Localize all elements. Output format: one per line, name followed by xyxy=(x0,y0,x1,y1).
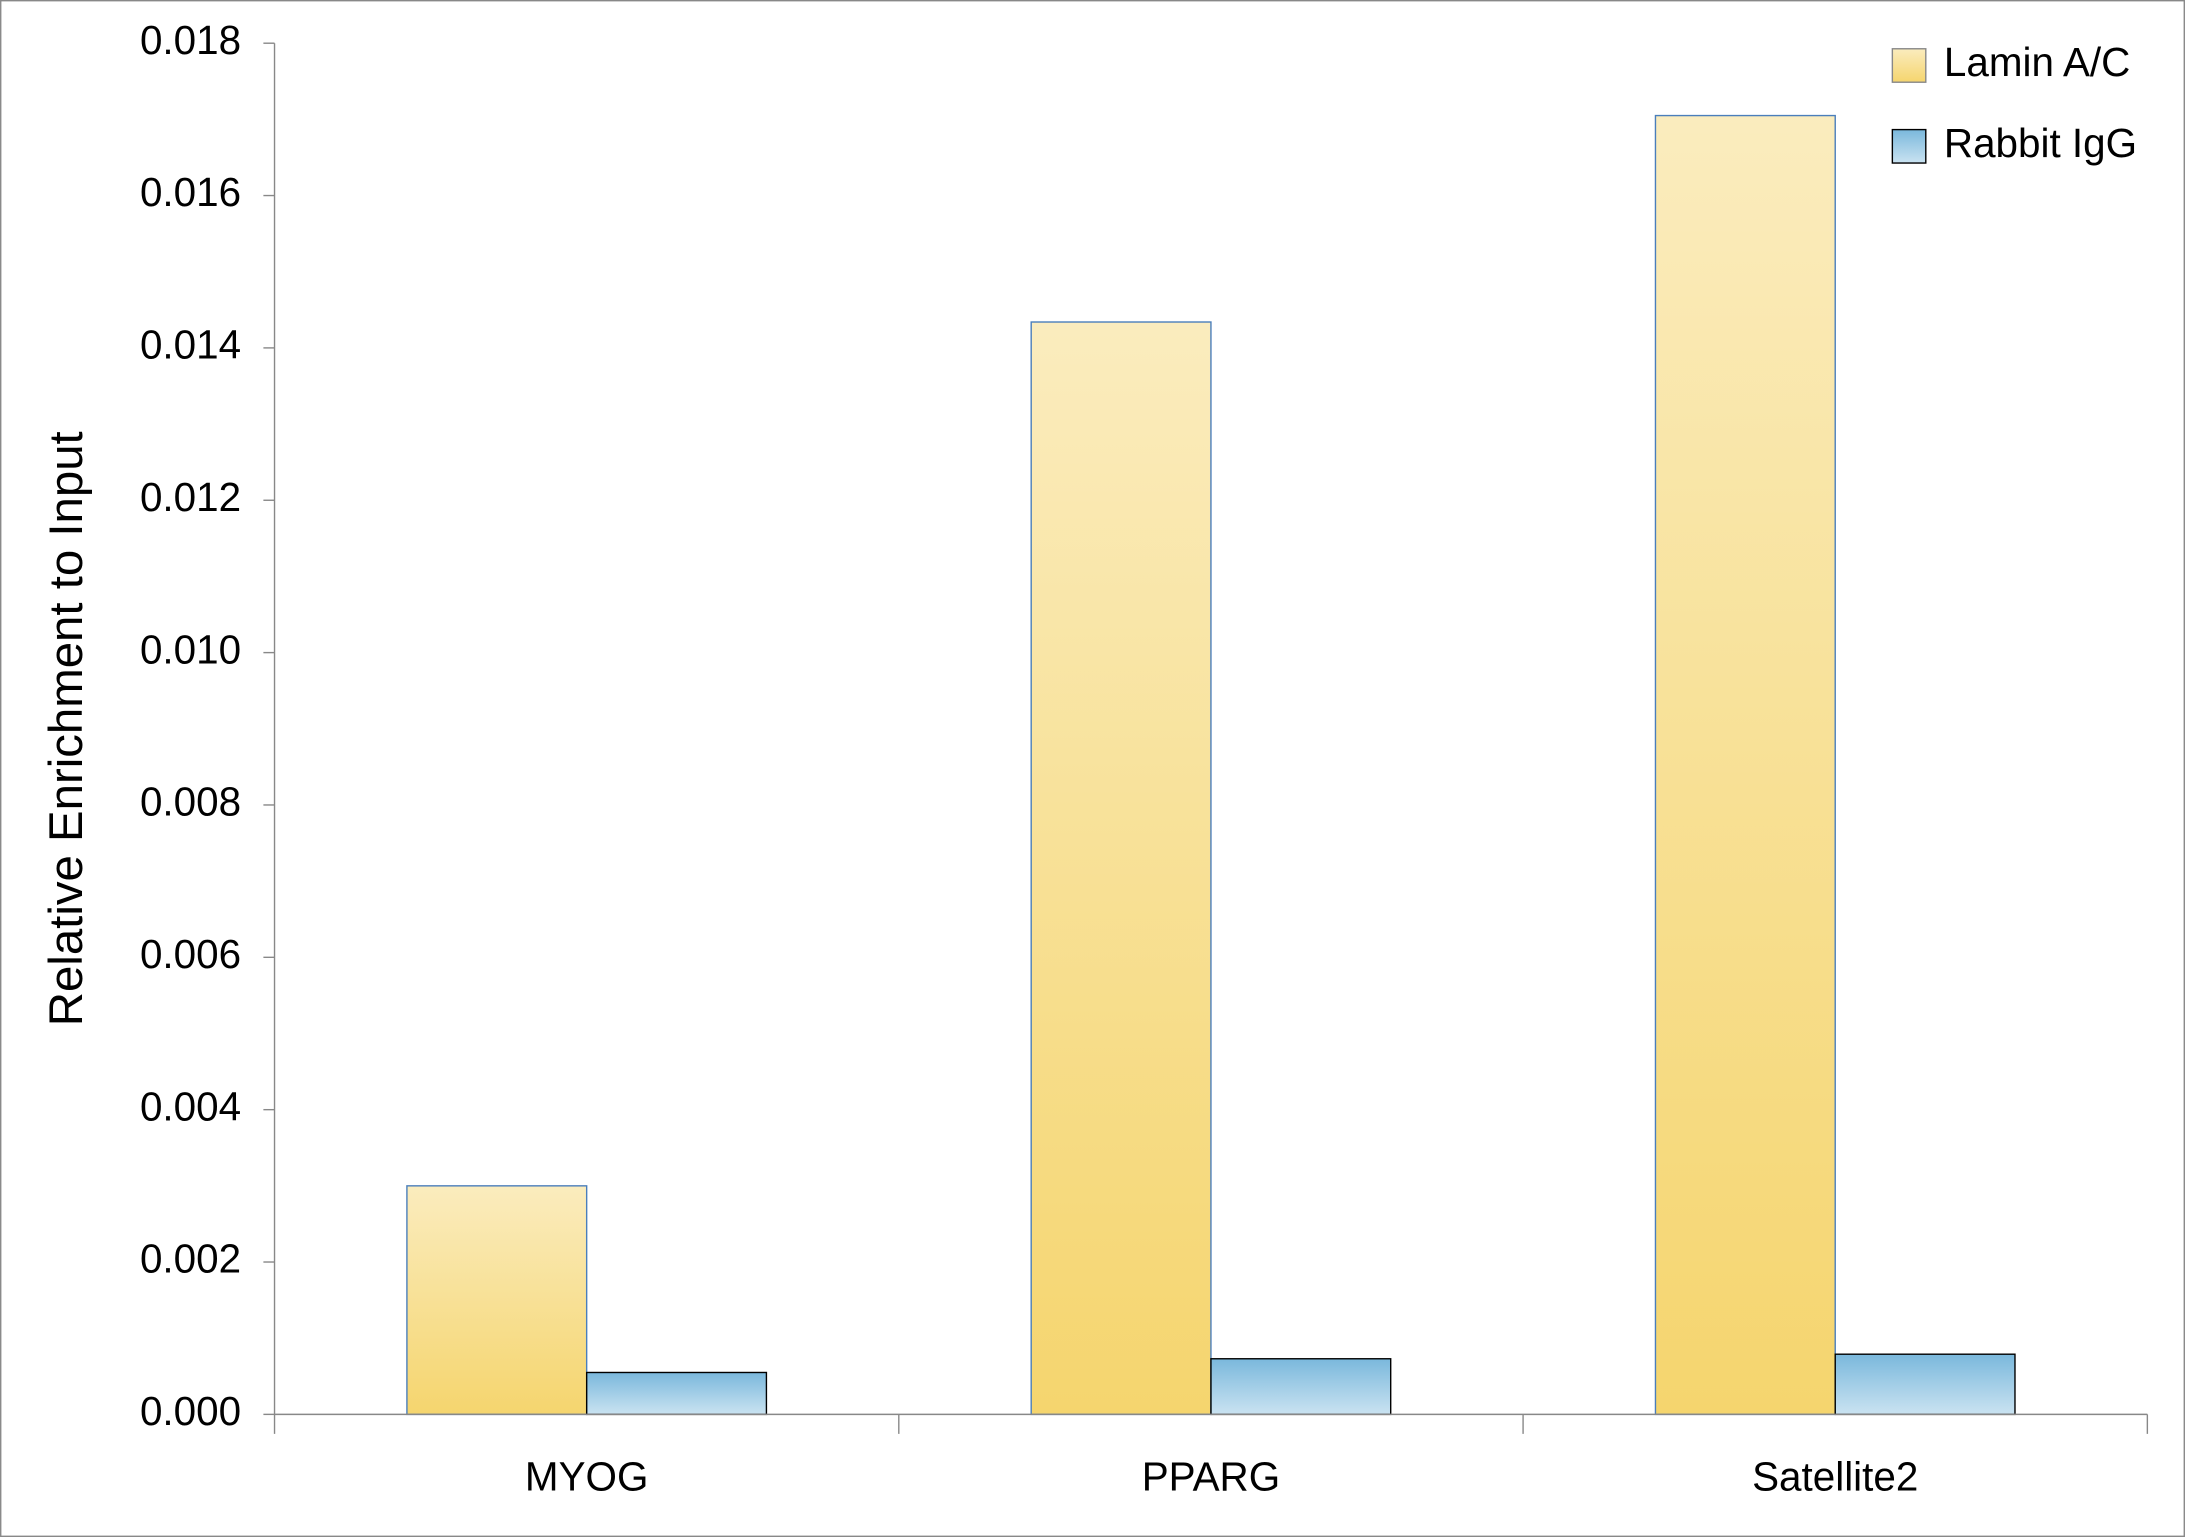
bar xyxy=(585,1371,768,1416)
y-tick-label: 0.016 xyxy=(140,169,241,215)
y-tick-label: 0.008 xyxy=(140,779,241,825)
bar xyxy=(1834,1353,2016,1416)
bar xyxy=(1030,321,1212,1416)
y-tick-label: 0.002 xyxy=(140,1236,241,1282)
legend-label: Rabbit IgG xyxy=(1944,120,2137,166)
bar xyxy=(1654,114,1836,1416)
y-axis-label: Relative Enrichment to Input xyxy=(40,431,93,1026)
y-tick-label: 0.012 xyxy=(140,474,241,520)
x-tick-label: MYOG xyxy=(525,1454,648,1500)
y-tick-label: 0.006 xyxy=(140,931,241,977)
y-tick-label: 0.010 xyxy=(140,626,241,672)
legend-swatch xyxy=(1891,48,1927,83)
y-tick-label: 0.000 xyxy=(140,1388,241,1434)
y-tick-label: 0.004 xyxy=(140,1083,241,1129)
bar xyxy=(1210,1358,1392,1416)
y-tick-label: 0.018 xyxy=(140,17,241,63)
bar xyxy=(406,1185,588,1416)
x-tick-label: Satellite2 xyxy=(1752,1454,1918,1500)
x-tick-label: PPARG xyxy=(1142,1454,1280,1500)
legend-swatch xyxy=(1891,128,1927,164)
y-tick-label: 0.014 xyxy=(140,322,241,368)
legend-label: Lamin A/C xyxy=(1944,39,2130,85)
